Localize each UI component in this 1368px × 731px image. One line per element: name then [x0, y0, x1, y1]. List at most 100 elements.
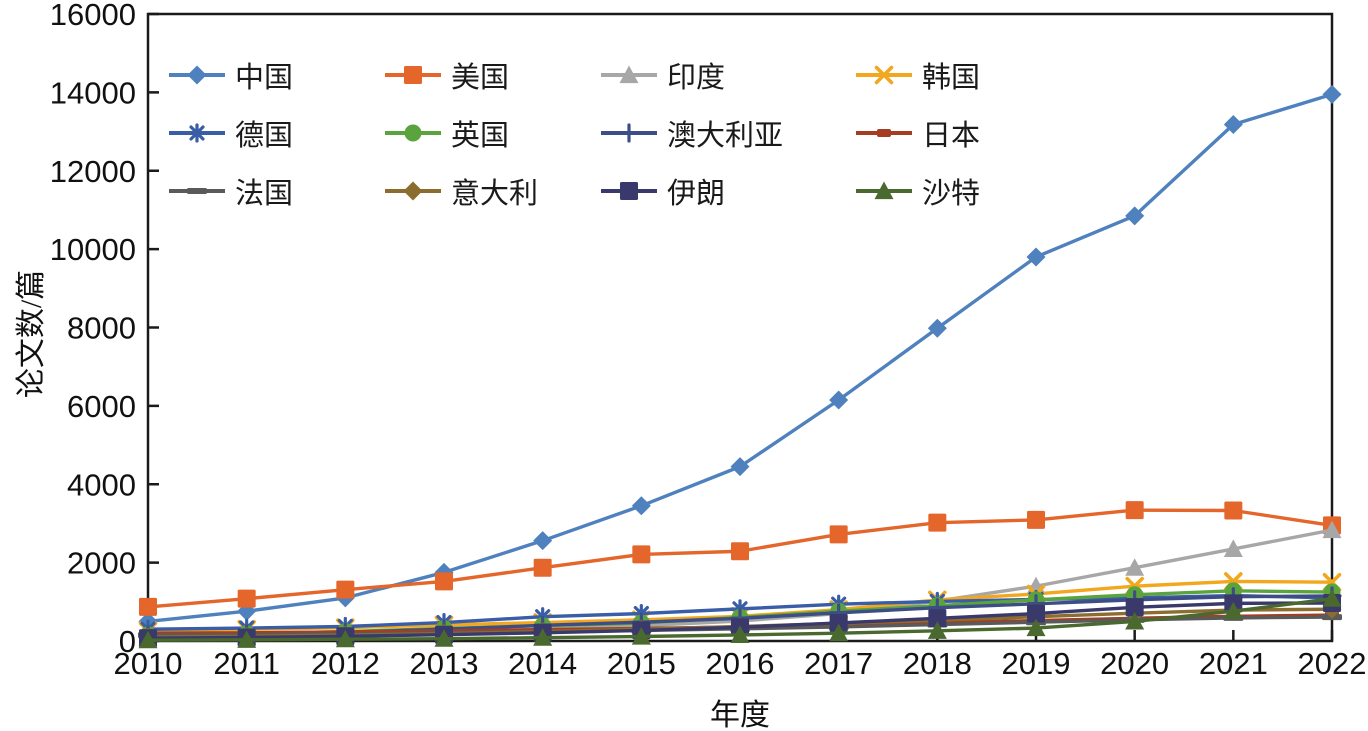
- iran-2017-marker-square-icon: [829, 613, 848, 632]
- china-2018-marker-diamond-icon: [927, 318, 947, 338]
- italy-legend-marker-diamond-icon: [403, 181, 423, 201]
- usa-2014-marker-square-icon: [533, 558, 552, 577]
- saudi-legend-marker-icon: [856, 181, 912, 200]
- y-tick-label: 6000: [67, 389, 136, 424]
- korea-legend-marker-x-icon: [874, 65, 894, 85]
- usa-2019-marker-square-icon: [1027, 510, 1045, 529]
- saudi-2019-marker-triangle-icon: [1026, 618, 1046, 637]
- uk-legend-marker-icon: [385, 124, 441, 142]
- china-legend-marker-icon: [169, 65, 225, 85]
- saudi-2012-marker-triangle-icon: [335, 629, 355, 648]
- x-tick-label-2018: 2018: [903, 646, 972, 681]
- x-axis-title: 年度: [710, 699, 770, 731]
- legend-item-usa: 美国: [384, 60, 509, 94]
- legend-item-germany: 德国: [168, 118, 293, 152]
- china-2014-marker-diamond-icon: [533, 531, 553, 551]
- saudi-2015-marker-triangle-icon: [631, 626, 651, 645]
- legend-label-saudi: 沙特: [922, 178, 981, 210]
- saudi-2018-marker-triangle-icon: [927, 621, 947, 639]
- usa-2020-marker-square-icon: [1125, 501, 1144, 520]
- usa-2018-marker-square-icon: [928, 513, 947, 532]
- legend-item-japan: 日本: [855, 118, 980, 152]
- legend-label-iran: 伊朗: [667, 178, 726, 210]
- legend-label-germany: 德国: [235, 120, 294, 152]
- saudi-2021-marker-triangle-icon: [1223, 601, 1243, 620]
- usa-2015-marker-square-icon: [632, 545, 651, 564]
- korea-legend-marker-icon: [856, 65, 912, 85]
- y-tick-label: 0: [119, 624, 136, 659]
- usa-2012-marker-square-icon: [336, 580, 355, 599]
- series-usa: [139, 501, 1341, 616]
- usa-legend-marker-icon: [385, 66, 441, 84]
- iran-legend-marker-square-icon: [620, 182, 638, 200]
- usa-2010-marker-square-icon: [139, 597, 157, 616]
- y-tick-label: 12000: [50, 154, 136, 189]
- china-2020-marker-diamond-icon: [1125, 206, 1145, 226]
- x-tick-label-2010: 2010: [114, 646, 183, 681]
- usa-2016-marker-square-icon: [731, 542, 749, 561]
- china-2015-marker-diamond-icon: [631, 496, 651, 516]
- china-2021-marker-diamond-icon: [1223, 115, 1243, 135]
- chart-legend: 中国 美国 印度 韩国德国 英国 澳大利亚 日本法国 意大利 伊朗 沙特: [0, 0, 1100, 220]
- legend-item-china: 中国: [168, 60, 293, 94]
- japan-legend-marker-sdash-icon: [877, 129, 891, 137]
- series-saudi: [138, 589, 1342, 649]
- legend-item-australia: 澳大利亚: [600, 118, 783, 152]
- saudi-legend-marker-triangle-icon: [874, 181, 894, 200]
- x-tick-label-2019: 2019: [1002, 646, 1071, 681]
- saudi-2020-marker-triangle-icon: [1125, 611, 1145, 630]
- legend-label-australia: 澳大利亚: [667, 120, 784, 152]
- x-tick-label-2011: 2011: [213, 646, 280, 681]
- saudi-2022-marker-triangle-icon: [1322, 589, 1342, 607]
- france-legend-marker-icon: [169, 188, 225, 194]
- legend-item-india: 印度: [600, 60, 725, 94]
- y-tick-label: 2000: [67, 546, 136, 581]
- saudi-2014-marker-triangle-icon: [533, 628, 553, 646]
- china-2017-marker-diamond-icon: [829, 390, 849, 410]
- x-tick-label-2015: 2015: [607, 646, 676, 681]
- germany-legend-marker-icon: [169, 123, 225, 143]
- x-tick-label-2022: 2022: [1298, 646, 1367, 681]
- india-legend-marker-triangle-icon: [619, 65, 639, 84]
- france-legend-marker-dash-icon: [187, 188, 207, 194]
- legend-label-japan: 日本: [922, 120, 981, 152]
- usa-2017-marker-square-icon: [829, 525, 848, 544]
- legend-label-korea: 韩国: [922, 62, 981, 94]
- x-tick-label-2020: 2020: [1100, 646, 1169, 681]
- usa-2011-marker-square-icon: [237, 589, 256, 608]
- iran-2018-marker-square-icon: [928, 609, 947, 628]
- japan-legend-marker-icon: [856, 129, 912, 137]
- x-tick-label-2016: 2016: [706, 646, 775, 681]
- saudi-2011-marker-triangle-icon: [237, 630, 257, 648]
- legend-item-uk: 英国: [384, 118, 509, 152]
- x-tick-label-2012: 2012: [311, 646, 380, 681]
- x-tick-label-2013: 2013: [410, 646, 479, 681]
- india-2021-marker-triangle-icon: [1223, 539, 1243, 557]
- china-2016-marker-diamond-icon: [730, 457, 750, 477]
- india-2022-marker-triangle-icon: [1322, 520, 1342, 539]
- y-tick-label: 10000: [50, 232, 136, 267]
- italy-legend-marker-icon: [385, 181, 441, 201]
- saudi-2013-marker-triangle-icon: [434, 629, 454, 647]
- iran-legend-marker-icon: [601, 182, 657, 200]
- legend-label-china: 中国: [235, 62, 294, 94]
- x-tick-label-2014: 2014: [508, 646, 577, 681]
- usa-2021-marker-square-icon: [1224, 501, 1243, 520]
- y-tick-label: 4000: [67, 467, 136, 502]
- saudi-2017-marker-triangle-icon: [829, 623, 849, 642]
- y-tick-label: 14000: [50, 75, 136, 110]
- china-2022-marker-diamond-icon: [1322, 84, 1342, 104]
- usa-2013-marker-square-icon: [435, 572, 453, 591]
- iran-2019-marker-square-icon: [1027, 604, 1045, 623]
- y-axis-title: 论文数/篇: [15, 269, 48, 399]
- uk-legend-marker-circle-icon: [404, 124, 422, 142]
- china-legend-marker-diamond-icon: [187, 65, 207, 85]
- usa-legend-marker-square-icon: [404, 66, 422, 84]
- legend-label-italy: 意大利: [451, 178, 539, 210]
- legend-item-france: 法国: [168, 176, 293, 210]
- legend-item-iran: 伊朗: [600, 176, 725, 210]
- x-tick-label-2017: 2017: [804, 646, 873, 681]
- y-tick-label: 16000: [50, 0, 136, 32]
